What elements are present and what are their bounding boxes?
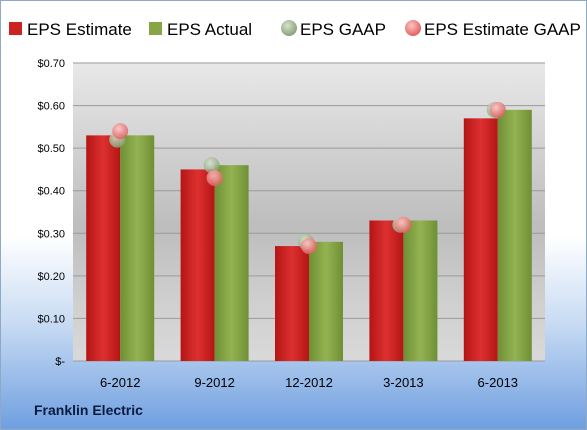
y-tick-label: $0.30 [37,228,65,240]
bar-eps-estimate [463,118,498,361]
y-tick-label: $0.50 [37,143,65,155]
marker-eps-estimate-gaap [206,169,223,186]
company-name: Franklin Electric [34,402,143,418]
x-category-label: 9-2012 [194,375,234,390]
marker-eps-estimate-gaap [112,123,129,140]
bar-eps-actual [214,165,249,361]
bar-eps-actual [497,109,532,361]
legend-marker [405,20,421,36]
bar-eps-actual [403,220,438,361]
x-category-label: 3-2013 [383,375,423,390]
legend-label: EPS Actual [167,20,252,39]
x-category-label: 12-2012 [285,375,333,390]
marker-eps-estimate-gaap [301,238,317,255]
legend-swatch [9,22,22,35]
y-tick-label: $0.20 [37,271,65,283]
x-category-label: 6-2012 [100,375,140,390]
y-tick-label: $- [55,356,65,368]
bar-eps-estimate [275,246,309,361]
bar-eps-estimate [369,220,404,361]
legend-marker [281,20,297,36]
legend-label: EPS Estimate GAAP [424,20,581,39]
legend-swatch [149,22,162,35]
bar-eps-estimate [86,135,121,361]
bar-eps-estimate [180,169,215,361]
y-tick-label: $0.40 [37,186,65,198]
markers [109,101,506,255]
marker-eps-estimate-gaap [489,101,506,118]
legend-label: EPS Estimate [27,20,132,39]
legend: EPS Estimate EPS Actual EPS GAAP EPS Estima… [9,20,581,39]
y-tick-label: $0.70 [37,58,65,70]
y-tick-label: $0.60 [37,101,65,113]
marker-eps-estimate-gaap [395,216,412,233]
marker-eps-gaap [203,157,220,174]
x-category-label: 6-2013 [478,375,518,390]
legend-label: EPS GAAP [300,20,386,39]
bar-eps-actual [309,241,343,361]
x-axis-categories: 6-2012 9-2012 12-2012 3-2013 6-2013 [100,375,518,390]
y-tick-label: $0.10 [37,313,65,325]
bars [86,109,532,361]
y-axis-ticks: $- $0.10 $0.20 $0.30 $0.40 $0.50 $0.60 $0.70 [37,58,65,368]
bar-eps-actual [120,135,155,361]
